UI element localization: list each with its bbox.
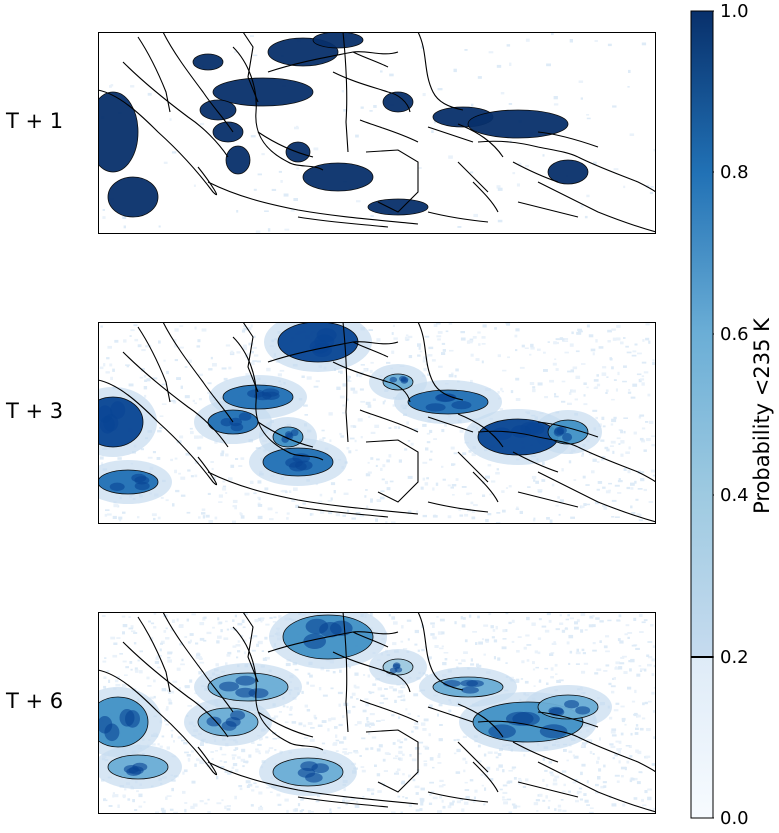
panel-1-label: T + 1 xyxy=(6,109,64,133)
panel-frame xyxy=(98,32,656,234)
map-panel-t1 xyxy=(98,32,656,234)
colorbar xyxy=(690,10,714,819)
probability-field xyxy=(98,612,612,796)
coastlines xyxy=(98,32,656,233)
coastlines xyxy=(98,612,656,813)
coastlines xyxy=(98,322,656,523)
panel-2-label: T + 3 xyxy=(6,399,64,423)
panel-3-label: T + 6 xyxy=(6,689,64,713)
colorbar-tick-0.6: 0.6 xyxy=(720,324,749,345)
map-panel-t6 xyxy=(98,612,656,814)
panel-frame xyxy=(98,322,656,524)
map-panel-t3 xyxy=(98,322,656,524)
colorbar-tick-1.0: 1.0 xyxy=(720,1,749,22)
colorbar-tick-0.0: 0.0 xyxy=(720,808,749,829)
colorbar-tick-0.8: 0.8 xyxy=(720,162,749,183)
panel-frame xyxy=(98,612,656,814)
colorbar-lower-band xyxy=(691,657,713,818)
probability-field xyxy=(98,322,602,504)
colorbar-tick-0.4: 0.4 xyxy=(720,485,749,506)
colorbar-tick-0.2: 0.2 xyxy=(720,647,749,668)
probability-field xyxy=(98,32,589,218)
colorbar-upper-band xyxy=(691,11,713,657)
colorbar-label: Probability <235 K xyxy=(750,318,774,514)
